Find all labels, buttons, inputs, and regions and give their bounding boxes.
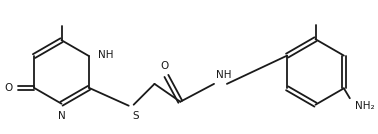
Text: NH: NH — [216, 70, 231, 80]
Text: S: S — [133, 111, 139, 121]
Text: NH₂: NH₂ — [355, 101, 374, 111]
Text: O: O — [4, 83, 12, 93]
Text: N: N — [57, 111, 65, 121]
Text: O: O — [160, 61, 169, 71]
Text: NH: NH — [98, 50, 113, 60]
